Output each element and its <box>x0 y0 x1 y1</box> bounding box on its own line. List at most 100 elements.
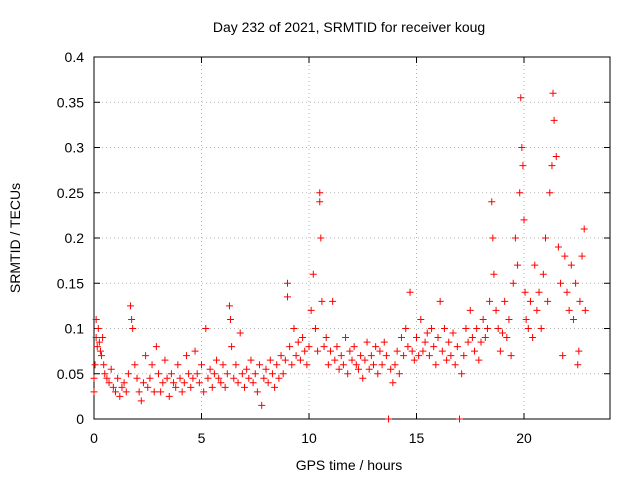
data-point <box>352 361 360 369</box>
data-point <box>185 370 193 378</box>
data-point <box>430 343 438 351</box>
data-point <box>576 297 584 305</box>
data-point <box>284 279 291 287</box>
data-point <box>563 288 571 296</box>
data-point <box>159 379 167 387</box>
data-point <box>118 383 126 391</box>
data-point <box>98 352 106 360</box>
data-point <box>539 270 547 278</box>
data-point <box>344 370 352 378</box>
data-point <box>572 279 580 287</box>
data-point <box>320 343 328 351</box>
data-point <box>198 361 205 369</box>
data-point <box>331 356 339 364</box>
data-point <box>219 361 227 369</box>
data-point <box>337 352 345 360</box>
y-tick-label: 0.35 <box>57 94 84 110</box>
data-point <box>443 356 451 364</box>
data-point <box>339 361 347 369</box>
data-point <box>95 338 103 346</box>
data-point <box>120 379 128 387</box>
data-point <box>114 374 122 382</box>
data-point <box>395 370 403 378</box>
x-axis-label: GPS time / hours <box>296 457 403 473</box>
data-point <box>294 338 302 346</box>
data-point <box>494 325 502 332</box>
data-point <box>410 356 418 364</box>
data-point <box>473 325 481 332</box>
data-point <box>316 198 324 206</box>
data-point <box>501 297 509 305</box>
data-point <box>492 306 500 314</box>
data-point <box>210 370 218 378</box>
data-point <box>146 374 154 382</box>
data-point <box>509 279 517 287</box>
data-point <box>578 252 586 260</box>
data-point <box>301 347 309 355</box>
data-point <box>273 361 281 369</box>
data-point <box>554 243 562 251</box>
data-point <box>567 261 575 269</box>
data-point <box>569 315 577 323</box>
data-point <box>561 252 569 260</box>
data-point <box>206 365 214 373</box>
data-point <box>462 325 470 332</box>
data-point <box>105 379 113 387</box>
data-point <box>152 343 160 351</box>
data-point <box>389 379 397 387</box>
data-point <box>526 297 534 305</box>
data-point <box>374 370 382 378</box>
data-point <box>456 415 463 423</box>
data-point <box>290 325 298 332</box>
data-point <box>167 370 175 378</box>
data-point <box>481 334 489 342</box>
data-point <box>432 361 440 369</box>
data-point <box>514 261 522 269</box>
data-point <box>107 365 115 373</box>
data-point <box>170 379 178 387</box>
data-point <box>486 297 494 305</box>
x-tick-label: 10 <box>301 430 317 446</box>
data-point <box>380 338 388 346</box>
y-tick-label: 0.2 <box>65 230 85 246</box>
data-point <box>129 325 137 332</box>
data-point <box>299 334 307 342</box>
data-point <box>393 347 401 355</box>
data-point <box>524 325 532 332</box>
data-point <box>96 347 104 355</box>
data-point <box>161 356 169 364</box>
data-point <box>228 343 236 351</box>
data-point <box>434 334 442 342</box>
data-point <box>503 334 511 342</box>
data-point <box>311 325 319 332</box>
data-point <box>225 302 233 310</box>
data-point <box>238 370 246 378</box>
data-point <box>135 388 143 396</box>
data-point <box>271 383 279 391</box>
data-point <box>548 162 556 170</box>
data-point <box>423 329 431 337</box>
data-point <box>549 89 557 97</box>
data-point <box>202 325 210 332</box>
data-point <box>397 334 405 342</box>
plot-frame <box>93 56 611 420</box>
data-point <box>460 352 468 360</box>
data-point <box>176 374 184 382</box>
data-point <box>387 365 395 373</box>
data-point <box>122 388 130 396</box>
data-point <box>223 370 231 378</box>
data-point <box>92 315 100 323</box>
data-point <box>329 297 337 305</box>
data-point <box>277 352 285 360</box>
data-point <box>402 325 410 332</box>
data-point <box>475 356 483 364</box>
data-point <box>266 356 274 364</box>
data-point <box>453 343 461 351</box>
data-point <box>234 379 242 387</box>
data-point <box>348 356 356 364</box>
data-points <box>90 89 589 423</box>
data-point <box>317 234 325 242</box>
data-point <box>213 356 221 364</box>
data-point <box>191 347 199 355</box>
